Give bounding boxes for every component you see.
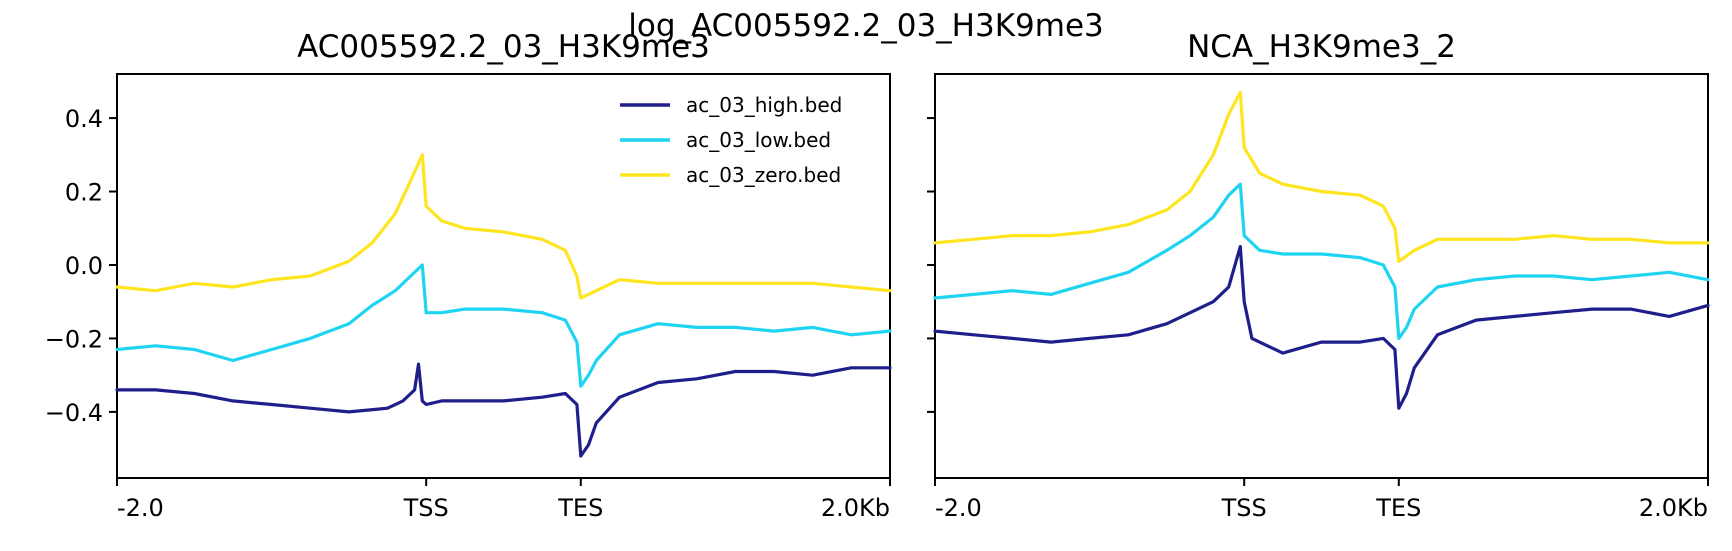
series-line-ac-03-high-bed: [933, 245, 1710, 410]
x-tick-label: TSS: [403, 494, 449, 522]
series-line-ac-03-low-bed: [933, 182, 1710, 340]
chart-panel-2: NCA_H3K9me3_2 -2.0 TSS TES 2.0Kb: [927, 29, 1710, 522]
series-line-ac-03-zero-bed: [933, 90, 1710, 263]
chart-panel-1: AC005592.2_03_H3K9me3 0.4 0.2 0.0 −0.2 −0.4 -2…: [45, 29, 892, 522]
axes-frame: [116, 73, 891, 479]
series-line-ac-03-high-bed: [115, 362, 892, 458]
x-tick-label: TSS: [1221, 494, 1267, 522]
series-line-ac-03-zero-bed: [115, 153, 892, 300]
y-tick-label: 0.0: [65, 252, 103, 280]
chart-title: NCA_H3K9me3_2: [1187, 29, 1456, 65]
y-tick-label: 0.2: [65, 179, 103, 207]
legend-label: ac_03_high.bed: [686, 93, 842, 117]
x-tick-label: TES: [557, 494, 603, 522]
x-tick-label: -2.0: [935, 494, 982, 522]
legend-label: ac_03_zero.bed: [686, 163, 841, 187]
x-tick-label: 2.0Kb: [1639, 494, 1708, 522]
x-tick-label: TES: [1375, 494, 1421, 522]
y-tick-label: −0.4: [45, 399, 103, 427]
legend-label: ac_03_low.bed: [686, 128, 831, 152]
y-tick-label: 0.4: [65, 105, 103, 133]
figure-suptitle: log_AC005592.2_03_H3K9me3: [628, 8, 1104, 44]
series-line-ac-03-low-bed: [115, 263, 892, 388]
panels: AC005592.2_03_H3K9me3 0.4 0.2 0.0 −0.2 −0.4 -2…: [45, 29, 1710, 522]
x-tick-label: -2.0: [117, 494, 164, 522]
axes-frame: [934, 73, 1709, 479]
chart-title: AC005592.2_03_H3K9me3: [297, 29, 710, 65]
legend: ac_03_high.bed ac_03_low.bed ac_03_zero.be…: [620, 93, 842, 187]
y-tick-label: −0.2: [45, 325, 103, 353]
x-tick-label: 2.0Kb: [821, 494, 890, 522]
